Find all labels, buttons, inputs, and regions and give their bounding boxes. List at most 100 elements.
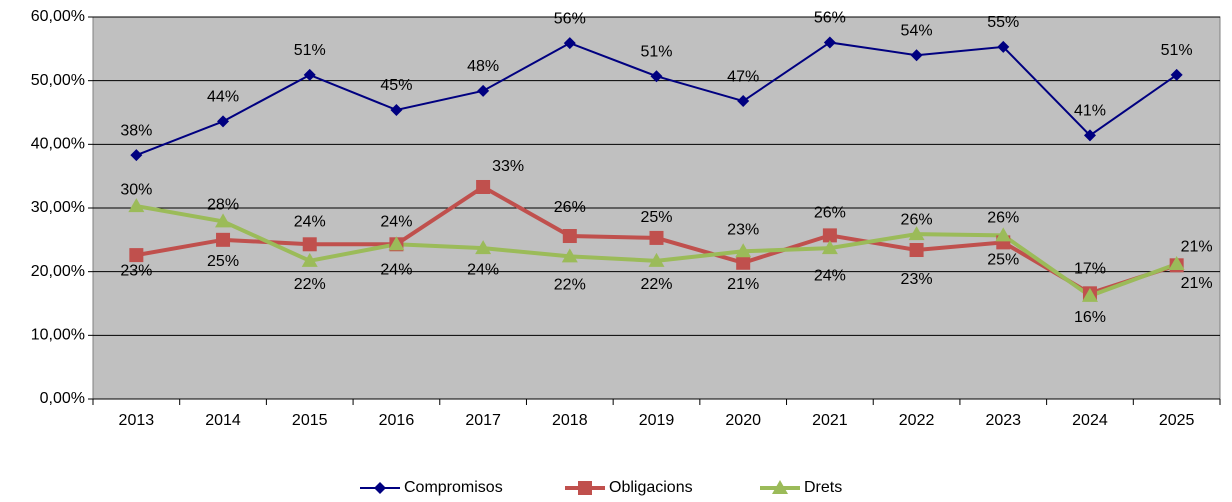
- point: [997, 40, 1010, 53]
- data-label: 17%: [1074, 261, 1106, 278]
- point: [1168, 256, 1185, 271]
- point: [910, 49, 923, 62]
- y-tick-label: 40,00%: [31, 136, 85, 153]
- data-label: 23%: [120, 262, 152, 279]
- point: [215, 213, 232, 228]
- x-tick-label: 2017: [465, 412, 501, 429]
- point: [909, 243, 924, 258]
- data-label: 28%: [207, 197, 239, 214]
- point: [1170, 68, 1183, 81]
- point: [735, 243, 752, 258]
- data-label: 25%: [207, 253, 239, 270]
- point: [475, 240, 492, 255]
- point: [302, 237, 317, 252]
- point: [1083, 129, 1096, 142]
- data-label: 22%: [554, 277, 586, 294]
- data-label: 51%: [1161, 42, 1193, 59]
- data-label: 22%: [640, 276, 672, 293]
- x-tick-label: 2015: [292, 412, 328, 429]
- point: [476, 179, 491, 194]
- point: [1081, 287, 1098, 302]
- point: [216, 232, 231, 247]
- point: [301, 252, 318, 267]
- x-tick-label: 2014: [205, 412, 241, 429]
- point: [650, 70, 663, 83]
- point: [578, 481, 592, 495]
- point: [303, 68, 316, 81]
- data-label: 38%: [120, 122, 152, 139]
- data-label: 22%: [294, 276, 326, 293]
- x-tick-label: 2025: [1159, 412, 1195, 429]
- data-label: 24%: [380, 214, 412, 231]
- data-label: 51%: [640, 43, 672, 60]
- point: [128, 198, 145, 213]
- data-label: 26%: [554, 199, 586, 216]
- data-label: 45%: [380, 77, 412, 94]
- point: [648, 252, 665, 267]
- data-label: 47%: [727, 68, 759, 85]
- data-label: 54%: [901, 22, 933, 39]
- data-label: 24%: [814, 267, 846, 284]
- data-label: 33%: [492, 158, 524, 175]
- y-tick-label: 0,00%: [40, 390, 85, 407]
- x-tick-label: 2024: [1072, 412, 1108, 429]
- data-label: 16%: [1074, 309, 1106, 326]
- point: [823, 36, 836, 49]
- data-label: 25%: [987, 252, 1019, 269]
- point: [374, 482, 386, 494]
- point: [772, 480, 788, 494]
- point: [821, 240, 838, 255]
- data-label: 23%: [901, 271, 933, 288]
- x-tick-label: 2022: [899, 412, 935, 429]
- point: [995, 227, 1012, 242]
- x-tick-label: 2023: [985, 412, 1021, 429]
- data-label: 51%: [294, 42, 326, 59]
- data-label: 56%: [554, 10, 586, 27]
- point: [388, 236, 405, 251]
- data-label: 21%: [1181, 239, 1213, 256]
- x-tick-label: 2021: [812, 412, 848, 429]
- y-tick-label: 60,00%: [31, 8, 85, 25]
- y-tick-label: 10,00%: [31, 327, 85, 344]
- point: [908, 226, 925, 241]
- data-label: 41%: [1074, 103, 1106, 120]
- data-label: 23%: [727, 222, 759, 239]
- legend-label: Drets: [804, 479, 842, 496]
- legend-label: Obligacions: [609, 479, 693, 496]
- data-label: 48%: [467, 58, 499, 75]
- data-label: 24%: [467, 261, 499, 278]
- x-tick-label: 2019: [639, 412, 675, 429]
- data-label: 21%: [727, 276, 759, 293]
- point: [562, 229, 577, 244]
- point: [563, 37, 576, 50]
- point: [130, 149, 143, 162]
- point: [561, 248, 578, 263]
- data-label: 21%: [1181, 275, 1213, 292]
- point: [737, 95, 750, 108]
- data-label: 56%: [814, 10, 846, 27]
- y-tick-label: 50,00%: [31, 72, 85, 89]
- y-tick-label: 30,00%: [31, 199, 85, 216]
- data-label: 24%: [294, 214, 326, 231]
- x-tick-label: 2018: [552, 412, 588, 429]
- point: [477, 84, 490, 97]
- data-label: 26%: [901, 211, 933, 228]
- data-label: 55%: [987, 14, 1019, 31]
- point: [390, 103, 403, 116]
- x-tick-label: 2013: [119, 412, 155, 429]
- data-label: 30%: [120, 181, 152, 198]
- point: [217, 115, 230, 128]
- point: [736, 255, 751, 270]
- x-tick-label: 2016: [379, 412, 415, 429]
- data-label: 26%: [814, 205, 846, 222]
- data-label: 24%: [380, 262, 412, 279]
- point: [822, 228, 837, 243]
- y-tick-label: 20,00%: [31, 263, 85, 280]
- point: [649, 230, 664, 245]
- data-label: 44%: [207, 89, 239, 106]
- point: [129, 248, 144, 263]
- legend-label: Compromisos: [404, 479, 503, 496]
- x-tick-label: 2020: [725, 412, 761, 429]
- data-label: 26%: [987, 210, 1019, 227]
